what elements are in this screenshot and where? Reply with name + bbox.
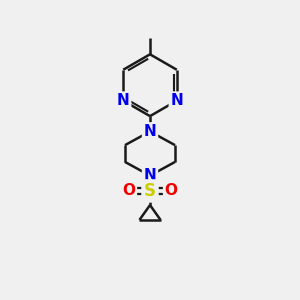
Text: N: N xyxy=(170,93,183,108)
Text: S: S xyxy=(144,182,156,200)
Text: S: S xyxy=(144,182,156,200)
Text: O: O xyxy=(122,183,135,198)
Text: N: N xyxy=(144,124,156,139)
Text: O: O xyxy=(165,183,178,198)
Text: N: N xyxy=(144,168,156,183)
Text: N: N xyxy=(117,93,130,108)
